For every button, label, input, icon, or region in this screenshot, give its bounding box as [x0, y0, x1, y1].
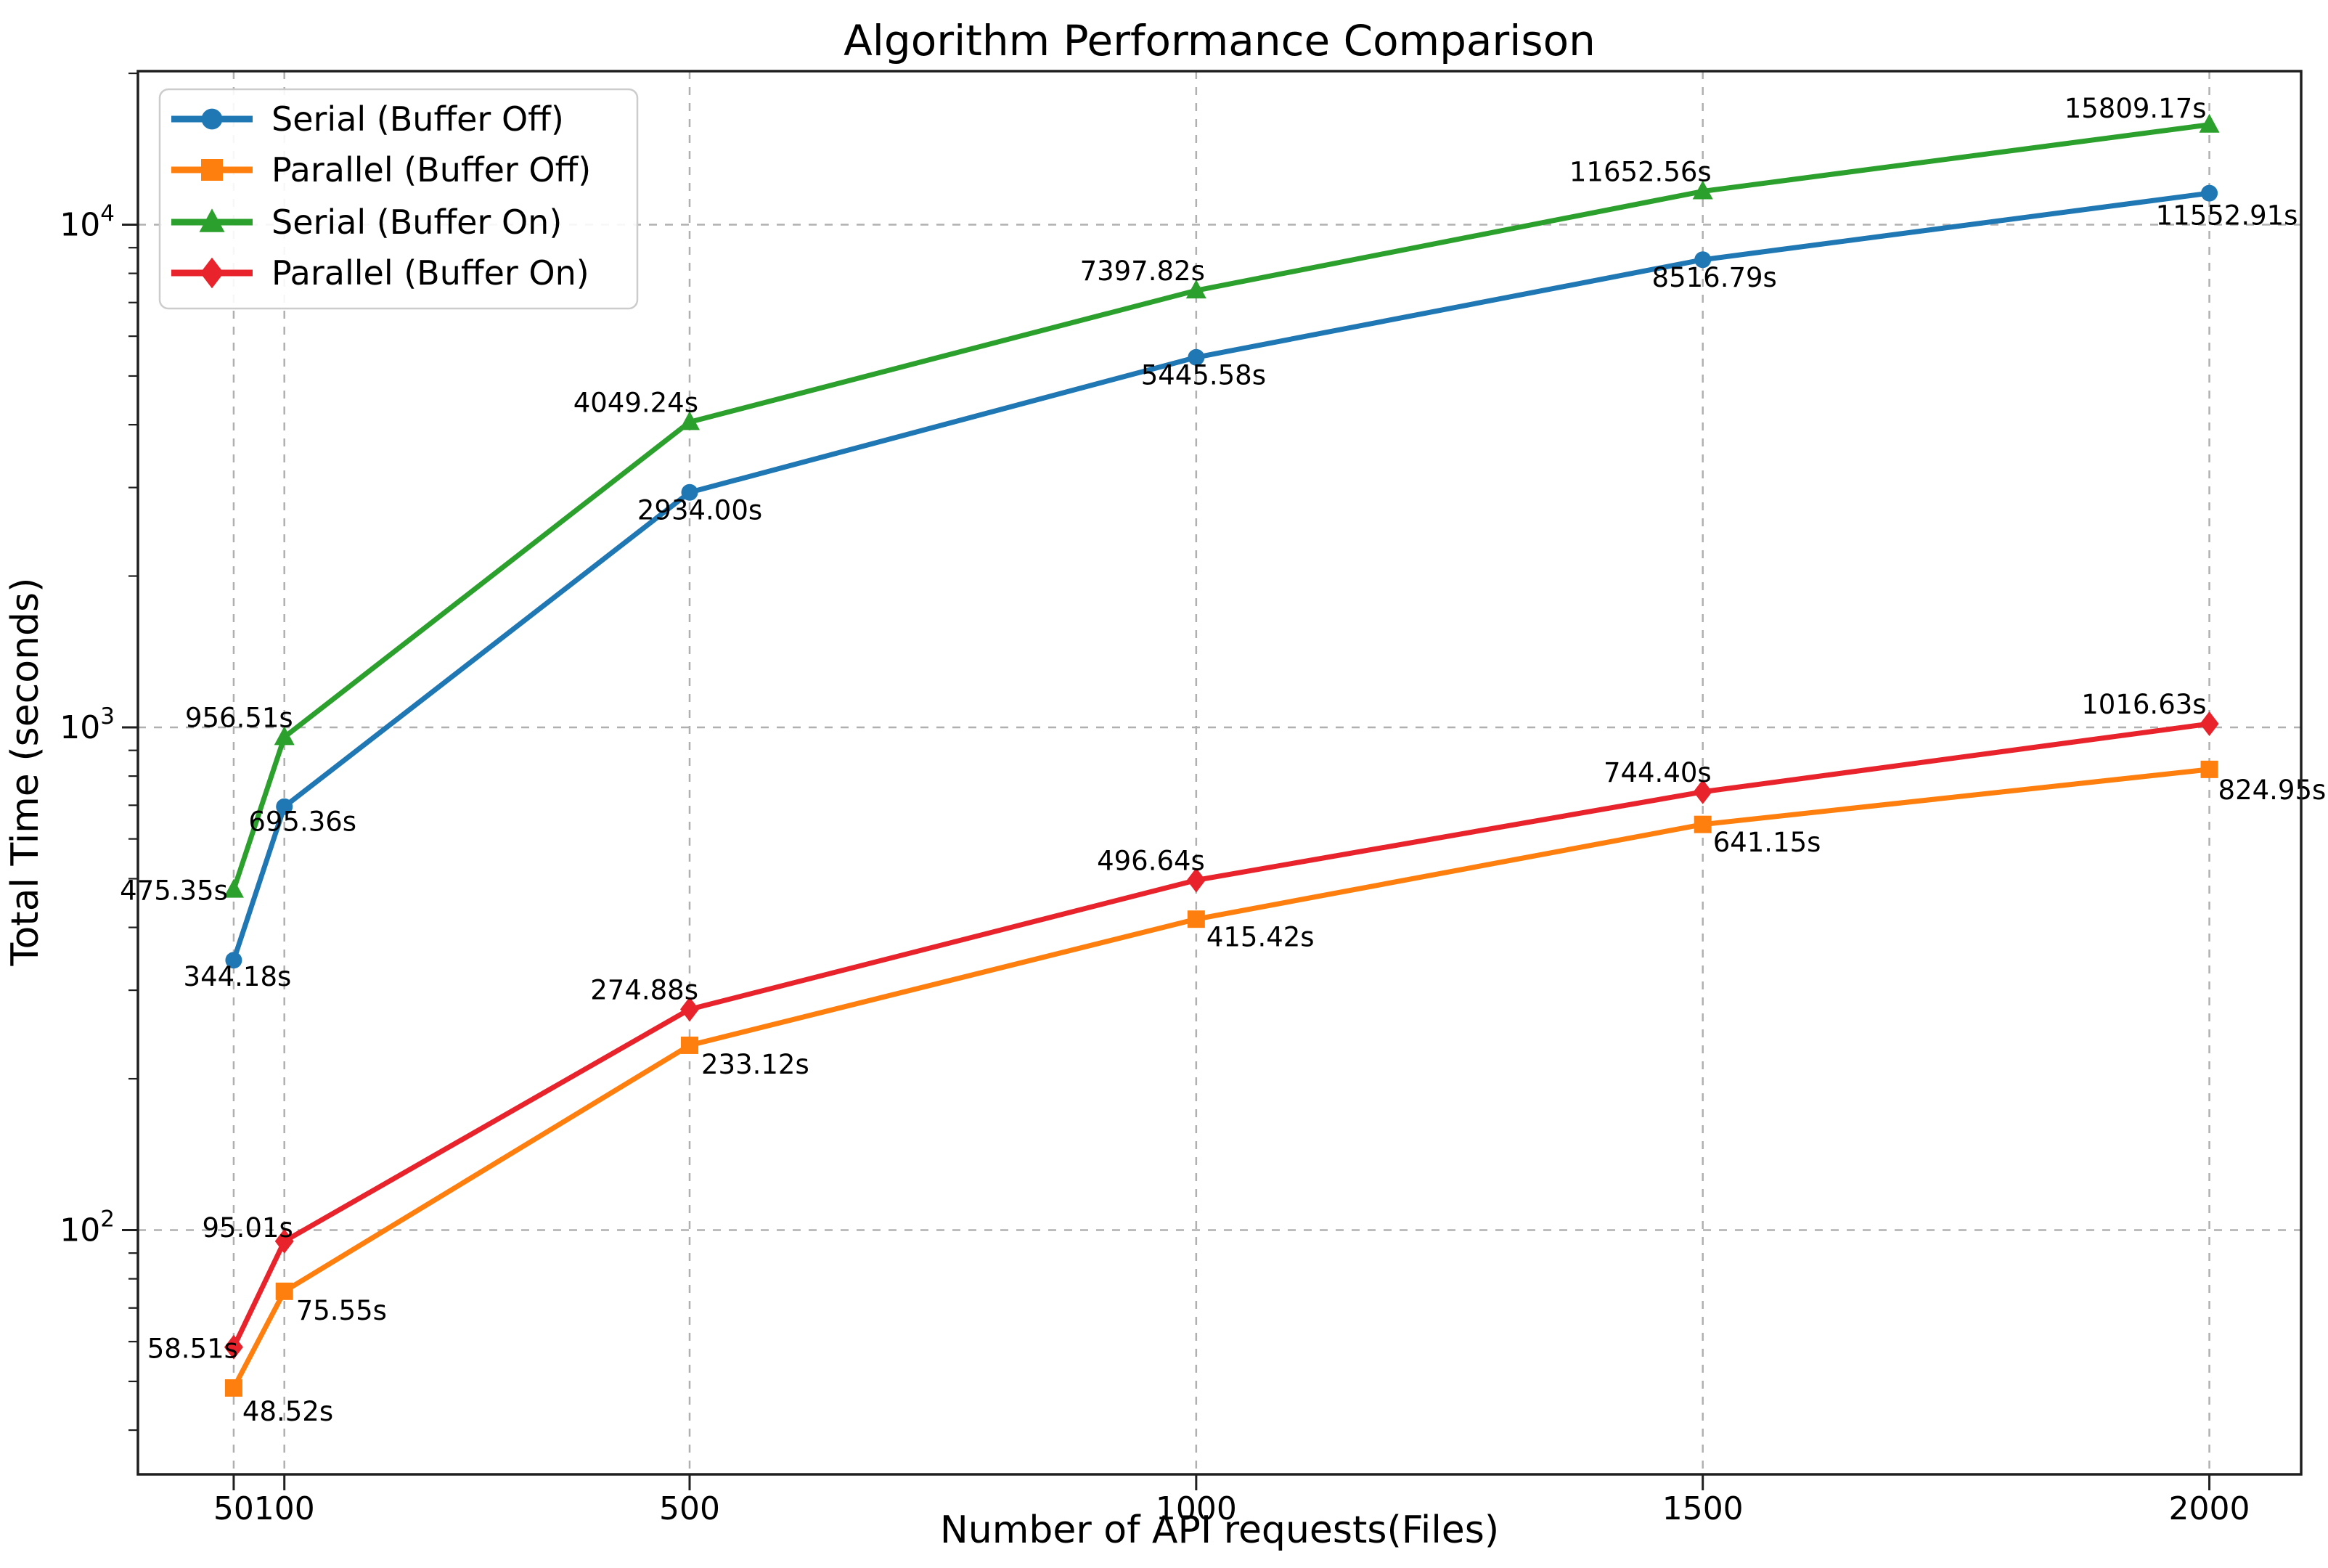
data-point-marker: [199, 208, 225, 232]
data-point-marker: [680, 997, 699, 1022]
point-label: 415.42s: [1206, 921, 1315, 952]
point-label: 75.55s: [296, 1295, 387, 1326]
point-label: 956.51s: [185, 702, 293, 733]
point-label: 7397.82s: [1080, 256, 1205, 287]
legend: Serial (Buffer Off) Parallel (Buffer Off)…: [158, 88, 639, 310]
data-point-marker: [224, 1379, 242, 1397]
y-axis-label: Total Time (seconds): [4, 578, 47, 967]
data-point-marker: [2200, 760, 2218, 778]
x-tick-label: 2000: [2169, 1490, 2250, 1527]
legend-label: Serial (Buffer Off): [271, 99, 564, 139]
point-label: 695.36s: [248, 806, 356, 837]
x-axis-label: Number of API requests(Files): [940, 1508, 1499, 1552]
series-line-serial-buffer-off-: [231, 190, 2213, 963]
data-point-marker: [1692, 180, 1713, 200]
legend-item: Serial (Buffer On): [171, 203, 562, 242]
data-point-marker: [1186, 867, 1206, 893]
point-label: 2934.00s: [637, 494, 762, 526]
point-label: 475.35s: [120, 875, 228, 907]
point-label: 496.64s: [1097, 845, 1205, 876]
data-point-marker: [2199, 113, 2220, 133]
data-point-marker: [2200, 711, 2219, 737]
legend-item: Serial (Buffer Off): [171, 99, 564, 139]
data-point-marker: [225, 952, 242, 969]
point-label: 824.95s: [2218, 775, 2327, 806]
point-label: 274.88s: [590, 974, 698, 1005]
point-label: 11652.56s: [1569, 157, 1712, 188]
data-point-marker: [1188, 348, 1205, 366]
data-point-marker: [275, 1282, 293, 1300]
point-label: 15809.17s: [2064, 93, 2207, 124]
legend-label: Serial (Buffer On): [271, 203, 562, 242]
point-label: 744.40s: [1604, 757, 1712, 788]
legend-item: Parallel (Buffer On): [171, 253, 589, 293]
data-point-marker: [1693, 779, 1712, 804]
point-label: 641.15s: [1713, 827, 1821, 858]
x-tick-label: 50: [213, 1490, 254, 1527]
point-label: 1016.63s: [2081, 689, 2206, 720]
point-label: 95.01s: [203, 1212, 293, 1244]
data-point-marker: [224, 1334, 243, 1360]
series-line-parallel-buffer-on-: [231, 721, 2213, 1350]
x-tick-label: 500: [659, 1490, 720, 1527]
data-point-marker: [201, 159, 223, 181]
data-point-marker: [2201, 184, 2218, 202]
data-point-marker: [1187, 910, 1205, 928]
data-point-marker: [200, 257, 224, 289]
point-label: 48.52s: [242, 1396, 333, 1427]
legend-label: Parallel (Buffer Off): [271, 150, 591, 189]
chart-title: Algorithm Performance Comparison: [844, 16, 1596, 65]
point-label: 5445.58s: [1141, 359, 1266, 391]
point-label: 11552.91s: [2156, 200, 2298, 231]
y-tick-label: 103: [60, 703, 115, 746]
data-point-marker: [1185, 279, 1206, 299]
data-point-marker: [1694, 815, 1712, 833]
x-tick-label: 100: [254, 1490, 315, 1527]
plot-border: [136, 70, 2303, 1476]
point-label: 58.51s: [147, 1334, 238, 1365]
data-point-marker: [274, 726, 295, 746]
legend-label: Parallel (Buffer On): [271, 253, 589, 293]
series-line-serial-buffer-on-: [231, 122, 2213, 893]
point-label: 8516.79s: [1652, 262, 1777, 293]
series-layer: [223, 113, 2220, 1397]
axes-layer: 50 100 500 1000 1500 2000 102 103 104: [60, 70, 2303, 1527]
data-point-marker: [679, 411, 700, 430]
data-point-marker: [276, 798, 293, 815]
y-tick-label: 102: [60, 1206, 115, 1249]
legend-item: Parallel (Buffer Off): [171, 150, 591, 189]
point-label: 344.18s: [184, 961, 292, 992]
data-point-marker: [681, 1036, 698, 1054]
annotation-layer: 344.18s 695.36s 2934.00s 5445.58s 8516.79s 11…: [120, 93, 2326, 1427]
data-point-marker: [274, 1228, 294, 1254]
legend-box: [158, 88, 639, 310]
data-point-marker: [223, 878, 244, 898]
point-label: 4049.24s: [573, 387, 698, 418]
series-line-parallel-buffer-off-: [231, 767, 2213, 1391]
data-point-marker: [681, 483, 698, 501]
y-tick-label: 104: [60, 201, 115, 244]
data-point-marker: [1694, 251, 1712, 269]
x-tick-label: 1000: [1156, 1490, 1237, 1527]
x-tick-label: 1500: [1662, 1490, 1744, 1527]
point-label: 233.12s: [701, 1049, 809, 1080]
data-point-marker: [201, 108, 223, 130]
